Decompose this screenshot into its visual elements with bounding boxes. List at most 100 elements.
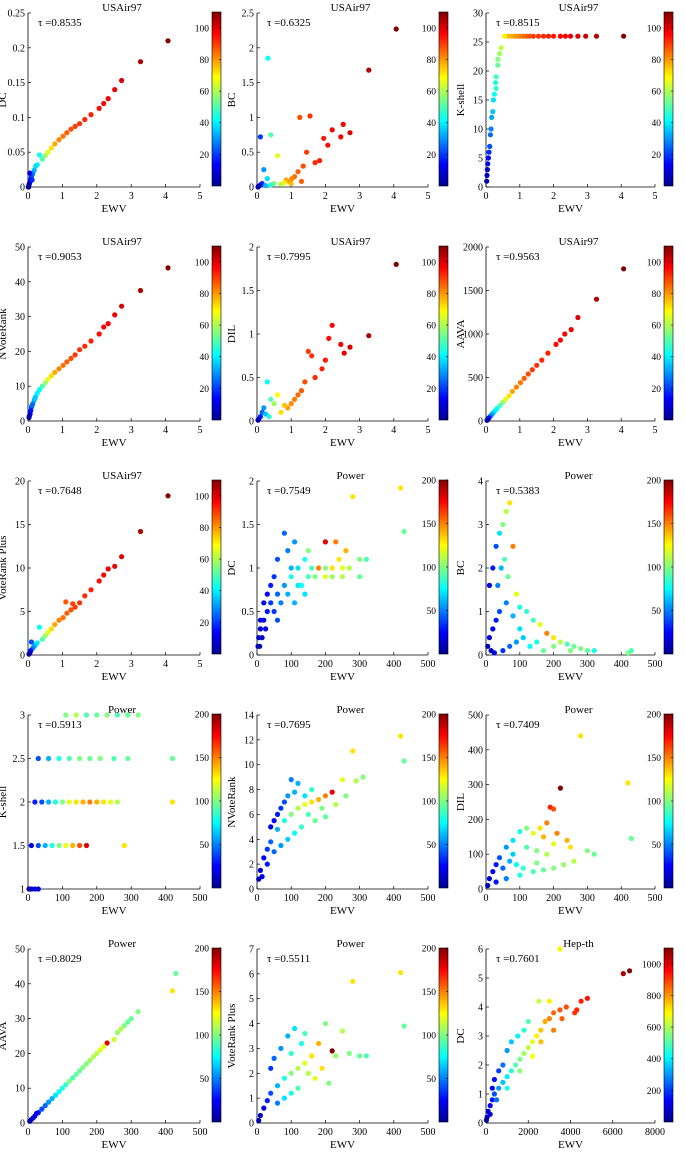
- data-point: [620, 971, 626, 977]
- data-point: [77, 842, 83, 849]
- y-tick-label: 300: [468, 780, 483, 791]
- data-point: [257, 626, 263, 632]
- x-tick-label: 5: [653, 191, 658, 202]
- data-point: [26, 651, 32, 657]
- data-point: [489, 1085, 495, 1091]
- y-tick-label: 500: [468, 711, 483, 722]
- y-tick-label: 1: [478, 1090, 483, 1101]
- x-tick-label: 200: [318, 1127, 333, 1138]
- data-point: [305, 811, 311, 818]
- data-point: [505, 574, 511, 580]
- y-tick-label: 0.25: [8, 9, 26, 20]
- data-point: [29, 177, 35, 183]
- data-point: [28, 639, 34, 645]
- data-point: [525, 1045, 531, 1051]
- y-tick-label: 0.2: [13, 43, 26, 54]
- colorbar-tick-label: 150: [422, 520, 437, 530]
- y-tick-label: 0: [249, 885, 254, 896]
- data-point: [487, 1111, 493, 1117]
- data-point: [551, 33, 557, 39]
- x-tick-label: 500: [648, 893, 663, 904]
- y-tick-label: 0: [20, 183, 25, 194]
- y-axis-label: DIL: [226, 325, 238, 344]
- data-point: [542, 1018, 548, 1025]
- x-axis-label: EWV: [558, 671, 583, 683]
- data-point: [298, 178, 305, 184]
- x-tick-label: 5: [653, 425, 658, 436]
- data-point: [495, 62, 501, 68]
- data-point: [135, 1009, 141, 1015]
- data-point: [363, 556, 369, 562]
- data-point: [538, 1027, 544, 1033]
- y-tick-label: 6: [249, 810, 254, 821]
- data-point: [309, 353, 315, 359]
- y-axis-label: VoteRank Plus: [0, 536, 9, 601]
- data-point: [32, 799, 38, 805]
- data-point: [593, 33, 600, 39]
- data-point: [496, 1068, 502, 1074]
- data-point: [59, 1085, 65, 1091]
- data-point: [498, 45, 504, 51]
- data-point: [278, 842, 284, 849]
- data-point: [502, 33, 508, 39]
- data-point: [529, 1053, 536, 1059]
- data-point: [305, 574, 311, 580]
- x-tick-label: 1: [517, 191, 522, 202]
- data-point: [507, 858, 513, 864]
- data-point: [48, 145, 55, 151]
- data-point: [312, 374, 318, 381]
- y-tick-label: 4: [478, 1003, 483, 1014]
- colorbar-tick-label: 60: [427, 322, 437, 332]
- x-tick-label: 4: [163, 425, 168, 436]
- colorbar-tick-label: 80: [427, 56, 437, 66]
- x-tick-label: 300: [352, 893, 367, 904]
- data-point: [27, 170, 33, 176]
- y-tick-label: 10: [15, 1084, 25, 1095]
- y-tick-label: 0.5: [242, 607, 255, 618]
- data-point: [105, 96, 111, 102]
- data-point: [490, 869, 496, 875]
- data-point: [496, 530, 503, 536]
- x-tick-label: 0: [484, 425, 489, 436]
- data-point: [483, 1117, 489, 1123]
- data-point: [288, 574, 294, 580]
- data-point: [111, 755, 117, 762]
- data-point: [329, 322, 335, 328]
- data-point: [264, 1098, 270, 1104]
- data-point: [72, 123, 78, 129]
- tau-annotation: τ =0.8535: [38, 17, 82, 29]
- x-tick-label: 400: [614, 659, 629, 670]
- colorbar-tick-label: 40: [427, 353, 437, 363]
- data-point: [540, 867, 547, 873]
- colorbar: [211, 11, 222, 187]
- data-point: [261, 617, 267, 623]
- colorbar-tick-label: 100: [422, 1032, 437, 1042]
- data-point: [261, 600, 267, 606]
- data-point: [274, 392, 281, 398]
- x-tick-label: 1: [60, 191, 65, 202]
- y-tick-label: 6: [249, 969, 254, 980]
- data-point: [584, 995, 591, 1001]
- data-point: [517, 1056, 523, 1062]
- data-point: [169, 799, 176, 805]
- data-point: [491, 1091, 497, 1097]
- data-point: [271, 574, 277, 580]
- data-point: [264, 846, 270, 852]
- data-point: [591, 851, 597, 857]
- y-axis-label: DC: [226, 560, 238, 575]
- x-tick-label: 400: [614, 893, 629, 904]
- colorbar-tick-label: 100: [422, 24, 437, 34]
- chart-title: Power: [336, 704, 364, 716]
- scatter-panel: 0 1 2 3 4 5 0 500 1000 1500 2000 USAir97 τ =0.9563 EW…: [455, 236, 674, 449]
- data-point: [137, 59, 144, 65]
- colorbar-tick-label: 80: [200, 524, 210, 534]
- colorbar-tick-label: 150: [422, 754, 437, 764]
- data-point: [517, 872, 523, 878]
- y-tick-label: 0: [20, 1119, 25, 1130]
- colorbar-tick-label: 40: [652, 353, 662, 363]
- data-point: [486, 149, 492, 155]
- colorbar-tick-label: 50: [427, 841, 437, 851]
- data-point: [298, 388, 305, 394]
- data-point: [567, 844, 574, 850]
- data-point: [112, 563, 118, 569]
